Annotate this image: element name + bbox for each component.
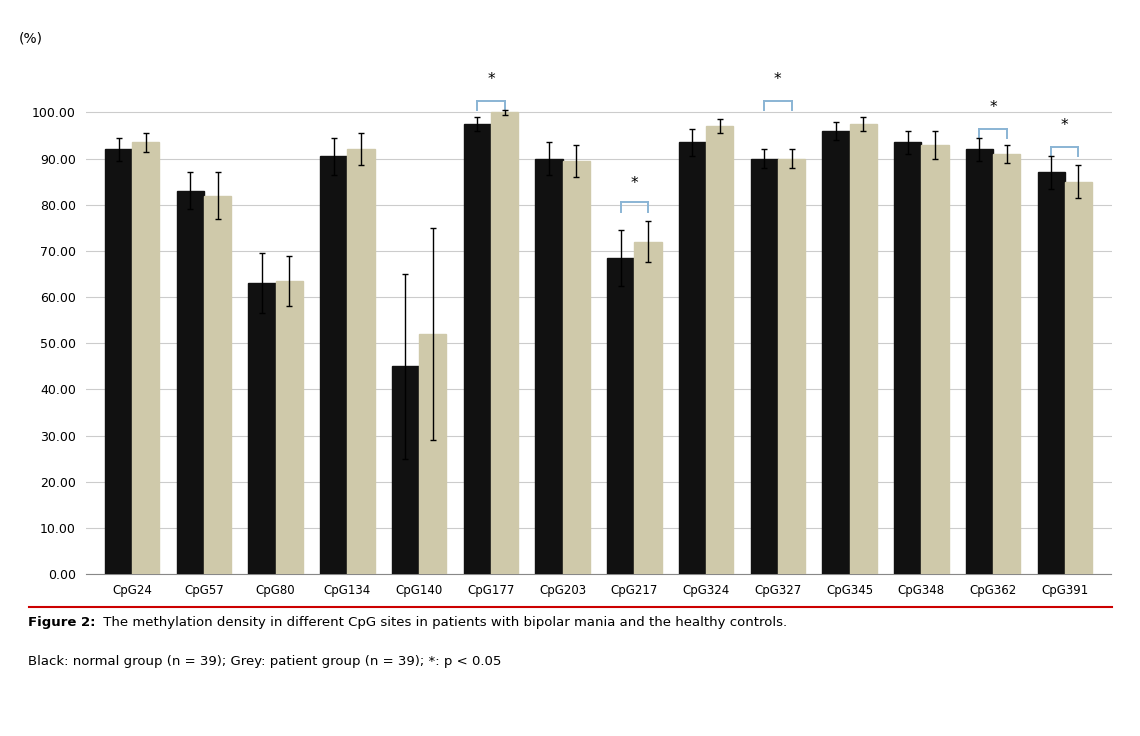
Bar xyxy=(276,281,303,574)
Bar xyxy=(608,258,634,574)
Text: *: * xyxy=(630,176,638,191)
Bar xyxy=(634,241,661,574)
Bar xyxy=(536,158,563,574)
Text: *: * xyxy=(774,72,782,87)
Bar xyxy=(777,158,805,574)
Bar xyxy=(491,113,519,574)
Bar xyxy=(921,145,948,574)
Bar xyxy=(177,191,204,574)
Text: *: * xyxy=(990,99,996,115)
Bar xyxy=(132,143,160,574)
Text: Black: normal group (n = 39); Grey: patient group (n = 39); *: p < 0.05: Black: normal group (n = 39); Grey: pati… xyxy=(28,655,502,668)
Bar xyxy=(392,367,420,574)
Bar xyxy=(849,124,877,574)
Bar xyxy=(706,127,733,574)
Bar xyxy=(1065,182,1092,574)
Bar xyxy=(420,334,447,574)
Bar xyxy=(464,124,491,574)
Text: *: * xyxy=(487,72,495,87)
Bar xyxy=(678,143,706,574)
Bar xyxy=(1037,172,1065,574)
Text: (%): (%) xyxy=(18,32,43,46)
Bar xyxy=(563,161,589,574)
Bar xyxy=(993,154,1020,574)
Bar xyxy=(105,149,132,574)
Bar xyxy=(966,149,993,574)
Text: Figure 2:: Figure 2: xyxy=(28,616,96,629)
Text: *: * xyxy=(1061,118,1068,133)
Bar xyxy=(348,149,375,574)
Text: The methylation density in different CpG sites in patients with bipolar mania an: The methylation density in different CpG… xyxy=(99,616,788,629)
Bar xyxy=(204,196,231,574)
Bar xyxy=(822,131,849,574)
Bar xyxy=(320,156,348,574)
Bar xyxy=(894,143,921,574)
Bar xyxy=(750,158,777,574)
Bar xyxy=(249,283,276,574)
